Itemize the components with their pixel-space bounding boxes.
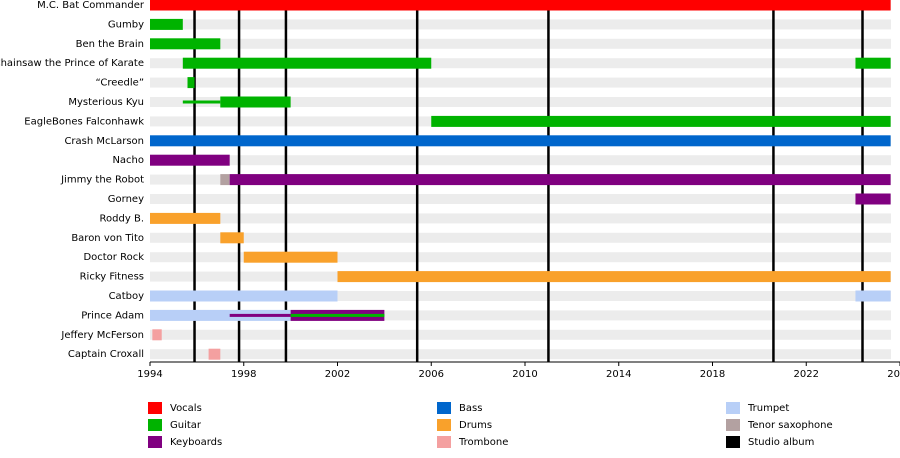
tenure-bar [152,329,162,341]
row-band [150,232,891,243]
row-band [150,194,891,204]
member-name: Baron von Tito [71,233,144,244]
tenure-bar [150,212,221,224]
x-tick-label: 2002 [325,369,350,380]
legend-label: Bass [459,403,482,414]
tenure-bar [150,135,891,147]
tenure-bar [431,115,891,127]
row-band [150,213,891,224]
tenure-bar [855,290,891,302]
member-name: Catboy [109,291,144,302]
member-name: EagleBones Falconhawk [24,116,144,127]
row-band [150,77,891,88]
tenure-bar [150,18,183,30]
legend-swatch [726,419,740,431]
tenure-bar [208,348,221,360]
legend-swatch [148,402,162,414]
x-tick-label: 1998 [231,369,256,380]
tenure-bar [229,174,891,186]
x-tick-label: 2014 [606,369,631,380]
legend-swatch [437,402,451,414]
member-name: Jimmy the Robot [60,175,144,186]
legend-swatch [148,436,162,448]
legend-label: Studio album [748,437,814,448]
tenure-bar [855,57,891,69]
tenure-bar [855,193,891,205]
tenure-bar [187,77,195,89]
row-band [150,291,891,301]
legend-swatch [437,419,451,431]
tenure-bar [150,290,338,302]
legend-label: Trombone [458,437,508,448]
member-name: Jeffery McFerson [60,330,144,341]
tenure-bar [243,251,338,263]
tenure-bar [182,100,221,104]
legend-label: Tenor saxophone [747,420,833,431]
x-tick-label: 2010 [512,369,537,380]
member-name: “Creedle” [96,78,144,89]
row-band [150,252,891,263]
member-name: Gorney [108,194,144,205]
tenure-bar [220,174,230,186]
member-name: Nacho [112,155,144,166]
x-tick-label: 2006 [419,369,444,380]
row-band [150,349,891,360]
legend-swatch [726,436,740,448]
tenure-bar [220,232,244,244]
member-name: Doctor Rock [83,252,144,263]
tenure-bar [290,313,385,317]
row-band [150,329,891,340]
member-name: Chainsaw the Prince of Karate [0,58,144,69]
row-band [150,58,891,69]
legend-label: Vocals [170,403,202,414]
tenure-bar [150,154,230,166]
legend-swatch [148,419,162,431]
legend-swatch [437,436,451,448]
legend-label: Trumpet [747,403,789,414]
row-band [150,155,891,166]
x-tick-label: 2018 [700,369,725,380]
member-name: Crash McLarson [64,136,144,147]
legend-swatch [726,402,740,414]
row-band [150,19,891,30]
tenure-bar [150,309,291,321]
tenure-bar [150,0,891,11]
tenure-bar [220,96,291,108]
x-tick-label: 2026 [887,369,900,380]
member-name: Captain Croxall [68,349,144,360]
member-name: Ricky Fitness [80,272,144,283]
x-tick-label: 2022 [794,369,819,380]
member-name: Ben the Brain [76,39,144,50]
row-band [150,97,891,107]
member-name: Mysterious Kyu [68,97,144,108]
legend-label: Drums [459,420,492,431]
row-band [150,38,891,49]
member-name: Roddy B. [100,213,144,224]
row-band [150,310,891,321]
legend-label: Guitar [170,420,202,431]
tenure-bar [229,313,291,317]
member-name: Prince Adam [81,310,144,321]
tenure-bar [150,38,221,50]
tenure-bar [337,271,891,283]
legend-label: Keyboards [170,437,222,448]
tenure-bar [182,57,432,69]
member-name: M.C. Bat Commander [37,0,145,11]
member-name: Gumby [108,19,144,30]
x-tick-label: 1994 [137,369,162,380]
